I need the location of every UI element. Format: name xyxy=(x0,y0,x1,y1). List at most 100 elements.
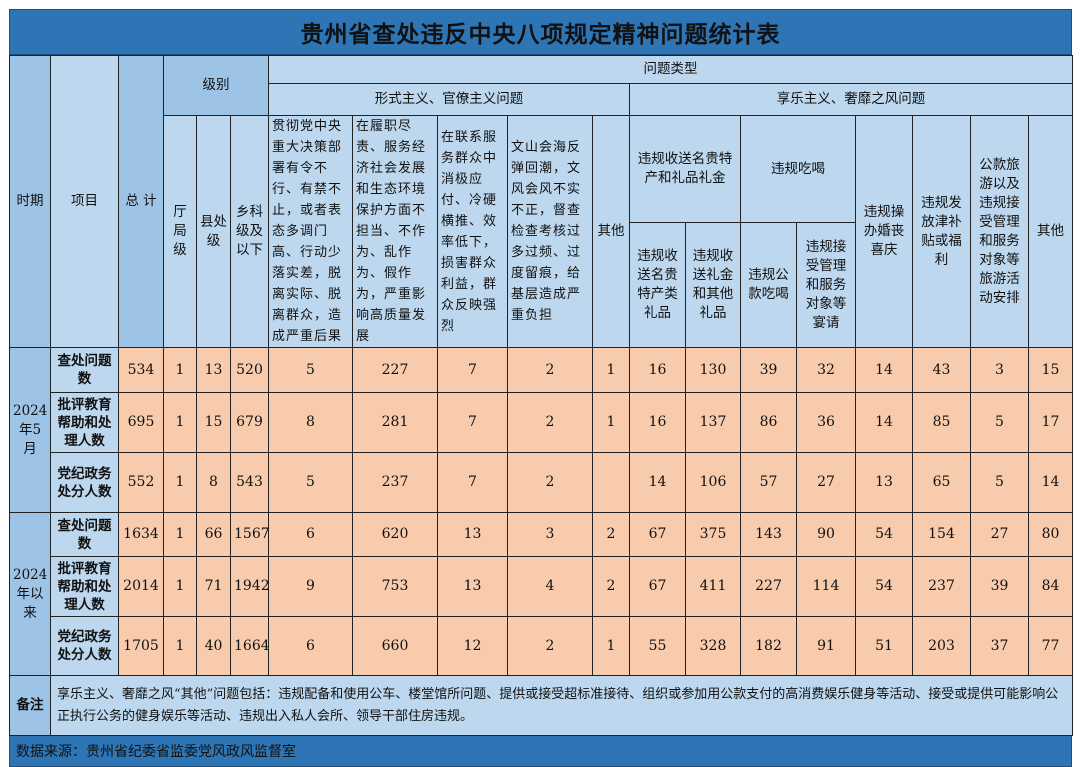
value-cell xyxy=(592,452,631,513)
table-row: 党纪政务处分人数 552 1 8 543 5 237 7 2 14 106 57 27 13 65 5 14 xyxy=(10,452,1074,513)
header-problem-type: 问题类型 xyxy=(268,55,1074,84)
value-cell: 27 xyxy=(796,452,857,513)
value-cell: 13 xyxy=(437,556,509,617)
table-row: 党纪政务处分人数 1705 1 40 1664 6 660 12 2 1 55 328 182 91 51 2… xyxy=(10,616,1074,676)
value-cell: 237 xyxy=(352,452,439,513)
value-cell: 43 xyxy=(912,347,972,393)
value-cell: 16 xyxy=(629,392,687,453)
value-cell: 12 xyxy=(437,616,509,676)
value-cell: 143 xyxy=(740,512,798,557)
value-cell: 39 xyxy=(970,556,1030,617)
item-cell: 党纪政务处分人数 xyxy=(50,452,119,513)
header-hedonism-group: 享乐主义、奢靡之风问题 xyxy=(629,83,1074,116)
value-cell: 1 xyxy=(163,556,197,617)
header-gift-group: 违规收送名贵特产和礼品礼金 xyxy=(629,114,742,224)
value-cell: 2 xyxy=(507,452,594,513)
header-item: 项目 xyxy=(50,55,119,348)
value-cell: 552 xyxy=(118,452,164,513)
value-cell: 203 xyxy=(912,616,972,676)
item-cell: 批评教育帮助和处理人数 xyxy=(50,556,119,617)
header-formalism-other: 其他 xyxy=(592,115,631,348)
header-gift-money: 违规收送礼金和其他礼品 xyxy=(685,222,742,348)
value-cell: 39 xyxy=(740,347,798,393)
table-row: 2024年5月 查处问题数 534 1 13 520 5 227 7 2 1 16 130 39 32 14 4… xyxy=(9,347,1074,513)
value-cell: 65 xyxy=(912,452,972,513)
value-cell: 90 xyxy=(796,512,857,557)
value-cell: 66 xyxy=(196,512,231,557)
value-cell: 1664 xyxy=(229,616,270,676)
value-cell: 67 xyxy=(629,556,687,617)
value-cell: 5 xyxy=(268,347,354,393)
value-cell: 5 xyxy=(970,392,1030,453)
value-cell: 328 xyxy=(685,616,742,676)
value-cell: 6 xyxy=(268,616,354,676)
header-weddings-funerals: 违规操办婚丧喜庆 xyxy=(855,115,914,348)
value-cell: 7 xyxy=(437,452,509,513)
header-formalism-group: 形式主义、官僚主义问题 xyxy=(268,83,631,116)
value-cell: 67 xyxy=(629,512,687,557)
item-cell: 查处问题数 xyxy=(50,512,119,557)
value-cell: 80 xyxy=(1028,512,1074,557)
value-cell: 620 xyxy=(352,512,439,557)
header-dining-group: 违规吃喝 xyxy=(740,114,857,224)
value-cell: 7 xyxy=(437,392,509,453)
value-cell: 679 xyxy=(229,392,270,453)
value-cell: 86 xyxy=(740,392,798,453)
value-cell: 15 xyxy=(196,392,231,453)
value-cell: 27 xyxy=(970,512,1030,557)
header-formalism-col-4: 文山会海反弹回潮，文风会风不实不正，督查检查考核过多过频、过度留痕，给基层造成严… xyxy=(507,115,594,348)
value-cell: 54 xyxy=(855,556,914,617)
table-title: 贵州省查处违反中央八项规定精神问题统计表 xyxy=(9,9,1072,55)
value-cell: 2014 xyxy=(118,556,164,617)
value-cell: 8 xyxy=(196,452,231,513)
value-cell: 37 xyxy=(970,616,1030,676)
header-banquet: 违规接受管理和服务对象等宴请 xyxy=(796,222,857,348)
statistics-table-container: 贵州省查处违反中央八项规定精神问题统计表 时期 项目 总 计 级别 问题类型 形… xyxy=(9,9,1074,767)
value-cell: 57 xyxy=(740,452,798,513)
value-cell: 2 xyxy=(507,616,594,676)
value-cell: 16 xyxy=(629,347,687,393)
value-cell: 40 xyxy=(196,616,231,676)
header-total: 总 计 xyxy=(118,55,164,348)
value-cell: 660 xyxy=(352,616,439,676)
item-cell: 查处问题数 xyxy=(50,347,119,393)
value-cell: 5 xyxy=(268,452,354,513)
header-gift-specialty: 违规收送名贵特产类礼品 xyxy=(629,222,687,348)
value-cell: 8 xyxy=(268,392,354,453)
value-cell: 534 xyxy=(118,347,164,393)
header-formalism-col-1: 贯彻党中央重大决策部署有令不行、有禁不止，或者表态多调门高、行动少落实差，脱离实… xyxy=(268,115,354,348)
table-row: 2024年以来 查处问题数 1634 1 66 1567 6 620 13 3 2 67 375 143 9… xyxy=(9,512,1074,676)
value-cell: 17 xyxy=(1028,392,1074,453)
value-cell: 237 xyxy=(912,556,972,617)
value-cell: 1705 xyxy=(118,616,164,676)
table-body: 2024年5月 查处问题数 534 1 13 520 5 227 7 2 1 16 130 39 32 14 4… xyxy=(9,347,1074,676)
value-cell: 14 xyxy=(629,452,687,513)
header-level-county: 县处级 xyxy=(196,115,231,348)
header-public-dining: 违规公款吃喝 xyxy=(740,222,798,348)
value-cell: 54 xyxy=(855,512,914,557)
value-cell: 14 xyxy=(855,347,914,393)
value-cell: 1634 xyxy=(118,512,164,557)
value-cell: 2 xyxy=(592,556,631,617)
value-cell: 1 xyxy=(163,392,197,453)
value-cell: 55 xyxy=(629,616,687,676)
value-cell: 7 xyxy=(437,347,509,393)
value-cell: 411 xyxy=(685,556,742,617)
data-source: 数据来源：贵州省纪委省监委党风政风监督室 xyxy=(9,736,1072,767)
value-cell: 32 xyxy=(796,347,857,393)
value-cell: 1 xyxy=(592,616,631,676)
value-cell: 4 xyxy=(507,556,594,617)
header-allowances: 违规发放津补贴或福利 xyxy=(912,115,972,348)
note-label: 备注 xyxy=(9,675,51,736)
value-cell: 13 xyxy=(196,347,231,393)
value-cell: 106 xyxy=(685,452,742,513)
value-cell: 154 xyxy=(912,512,972,557)
value-cell: 2 xyxy=(507,347,594,393)
value-cell: 1 xyxy=(163,512,197,557)
value-cell: 9 xyxy=(268,556,354,617)
header-travel: 公款旅游以及违规接受管理和服务对象等旅游活动安排 xyxy=(970,115,1030,348)
value-cell: 543 xyxy=(229,452,270,513)
value-cell: 91 xyxy=(796,616,857,676)
table-row: 批评教育帮助和处理人数 2014 1 71 1942 9 753 13 4 2 67 411 227 11… xyxy=(10,556,1074,617)
value-cell: 36 xyxy=(796,392,857,453)
